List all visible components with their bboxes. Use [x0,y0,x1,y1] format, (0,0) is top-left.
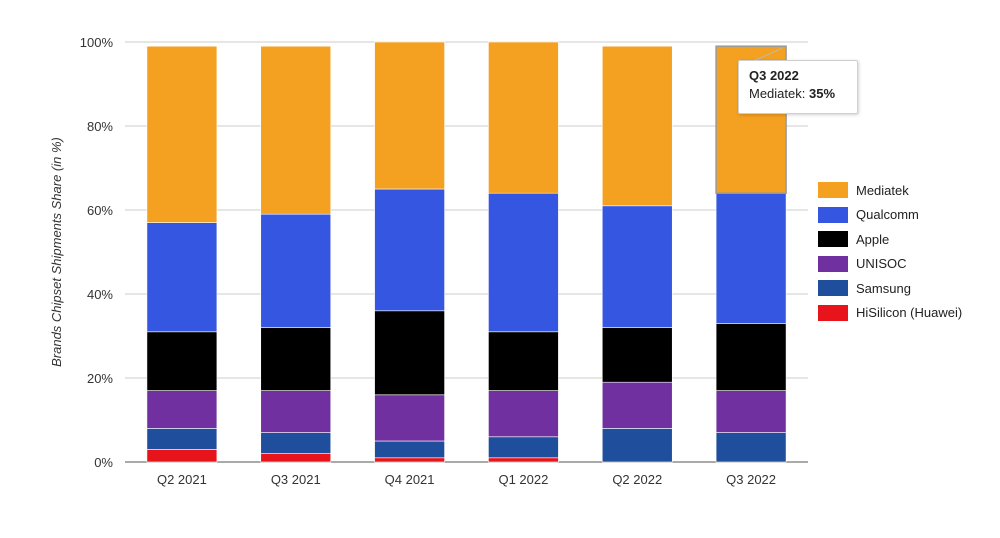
bar-segment-samsung [260,432,332,454]
legend-item-qualcomm[interactable]: Qualcomm [818,203,988,228]
bar-segment-samsung [374,440,445,459]
bar-segment-qualcomm [715,192,787,324]
bar-segment-qualcomm [146,222,218,333]
bar-segment-apple [374,310,445,396]
bar-segment-mediatek [488,41,559,194]
bar-segment-mediatek [601,45,673,207]
legend-item-apple[interactable]: Apple [818,227,988,252]
legend-label: Samsung [856,280,911,296]
legend-label: UNISOC [856,256,907,272]
bar-segment-unisoc [601,381,673,429]
bar-segment-qualcomm [488,192,559,333]
y-tick-label: 60% [87,203,113,218]
bar-segment-samsung [715,432,787,463]
legend-label: Mediatek [856,182,909,198]
bar-segment-apple [488,331,559,391]
x-tick-label: Q2 2022 [612,472,662,487]
legend-item-mediatek[interactable]: Mediatek [818,178,988,203]
y-tick-label: 80% [87,119,113,134]
bar-segment-samsung [146,428,218,450]
y-axis-title: Brands Chipset Shipments Share (in %) [49,137,64,367]
y-tick-label: 0% [94,455,113,470]
legend-swatch [818,206,848,223]
bar-segment-hisilicon-huawei [146,449,218,463]
bar-segment-apple [260,327,332,391]
x-tick-label: Q1 2022 [498,472,548,487]
tooltip-title: Q3 2022 [749,68,799,83]
bar-segment-qualcomm [601,205,673,328]
legend-item-hisilicon[interactable]: HiSilicon (Huawei) [818,301,988,326]
bar-segment-hisilicon-huawei [488,457,559,463]
bar-segment-samsung [601,428,673,463]
hover-highlight [715,45,787,194]
bar-segment-apple [601,327,673,383]
x-tick-label: Q2 2021 [157,472,207,487]
y-tick-label: 40% [87,287,113,302]
y-tick-label: 100% [80,35,114,50]
bar-segment-mediatek [146,45,218,223]
legend-swatch [818,304,848,321]
bar-segment-qualcomm [260,213,332,328]
legend-label: Apple [856,231,890,247]
bar-segment-unisoc [260,390,332,433]
bar-segment-qualcomm [374,188,445,312]
bar-segment-mediatek [260,45,332,215]
x-tick-label: Q4 2021 [385,472,435,487]
bar-segment-apple [715,323,787,391]
legend-label: HiSilicon (Huawei) [856,305,963,321]
bar-segment-unisoc [488,390,559,438]
bar-segment-unisoc [146,390,218,429]
bar-segment-apple [146,331,218,391]
legend-label: Qualcomm [856,207,919,223]
y-tick-label: 20% [87,371,113,386]
x-tick-label: Q3 2021 [271,472,321,487]
hover-tooltip: Q3 2022 Mediatek: 35% [738,60,858,114]
bar-segment-hisilicon-huawei [374,457,445,463]
bar-segment-unisoc [374,394,445,442]
legend-item-samsung[interactable]: Samsung [818,276,988,301]
legend-swatch [818,280,848,297]
legend-swatch [818,182,848,199]
bar-segment-hisilicon-huawei [260,453,332,463]
x-tick-label: Q3 2022 [726,472,776,487]
bar-segment-unisoc [715,390,787,433]
gridlines [125,41,808,463]
chart-legend: Mediatek Qualcomm Apple UNISOC Samsung H… [818,178,988,325]
axes: 0% 20% 40% 60% 80% 100% Q2 2021 Q3 2021 Q4 2021 Q… [80,35,776,487]
bar-segment-samsung [488,436,559,459]
tooltip-value: 35% [808,86,836,101]
legend-swatch [818,255,848,272]
bars [146,41,787,463]
tooltip-body: Mediatek: 35% [749,85,847,103]
legend-item-unisoc[interactable]: UNISOC [818,252,988,277]
tooltip-label: Mediatek: [749,86,809,101]
legend-swatch [818,231,848,248]
bar-segment-mediatek [374,41,445,190]
